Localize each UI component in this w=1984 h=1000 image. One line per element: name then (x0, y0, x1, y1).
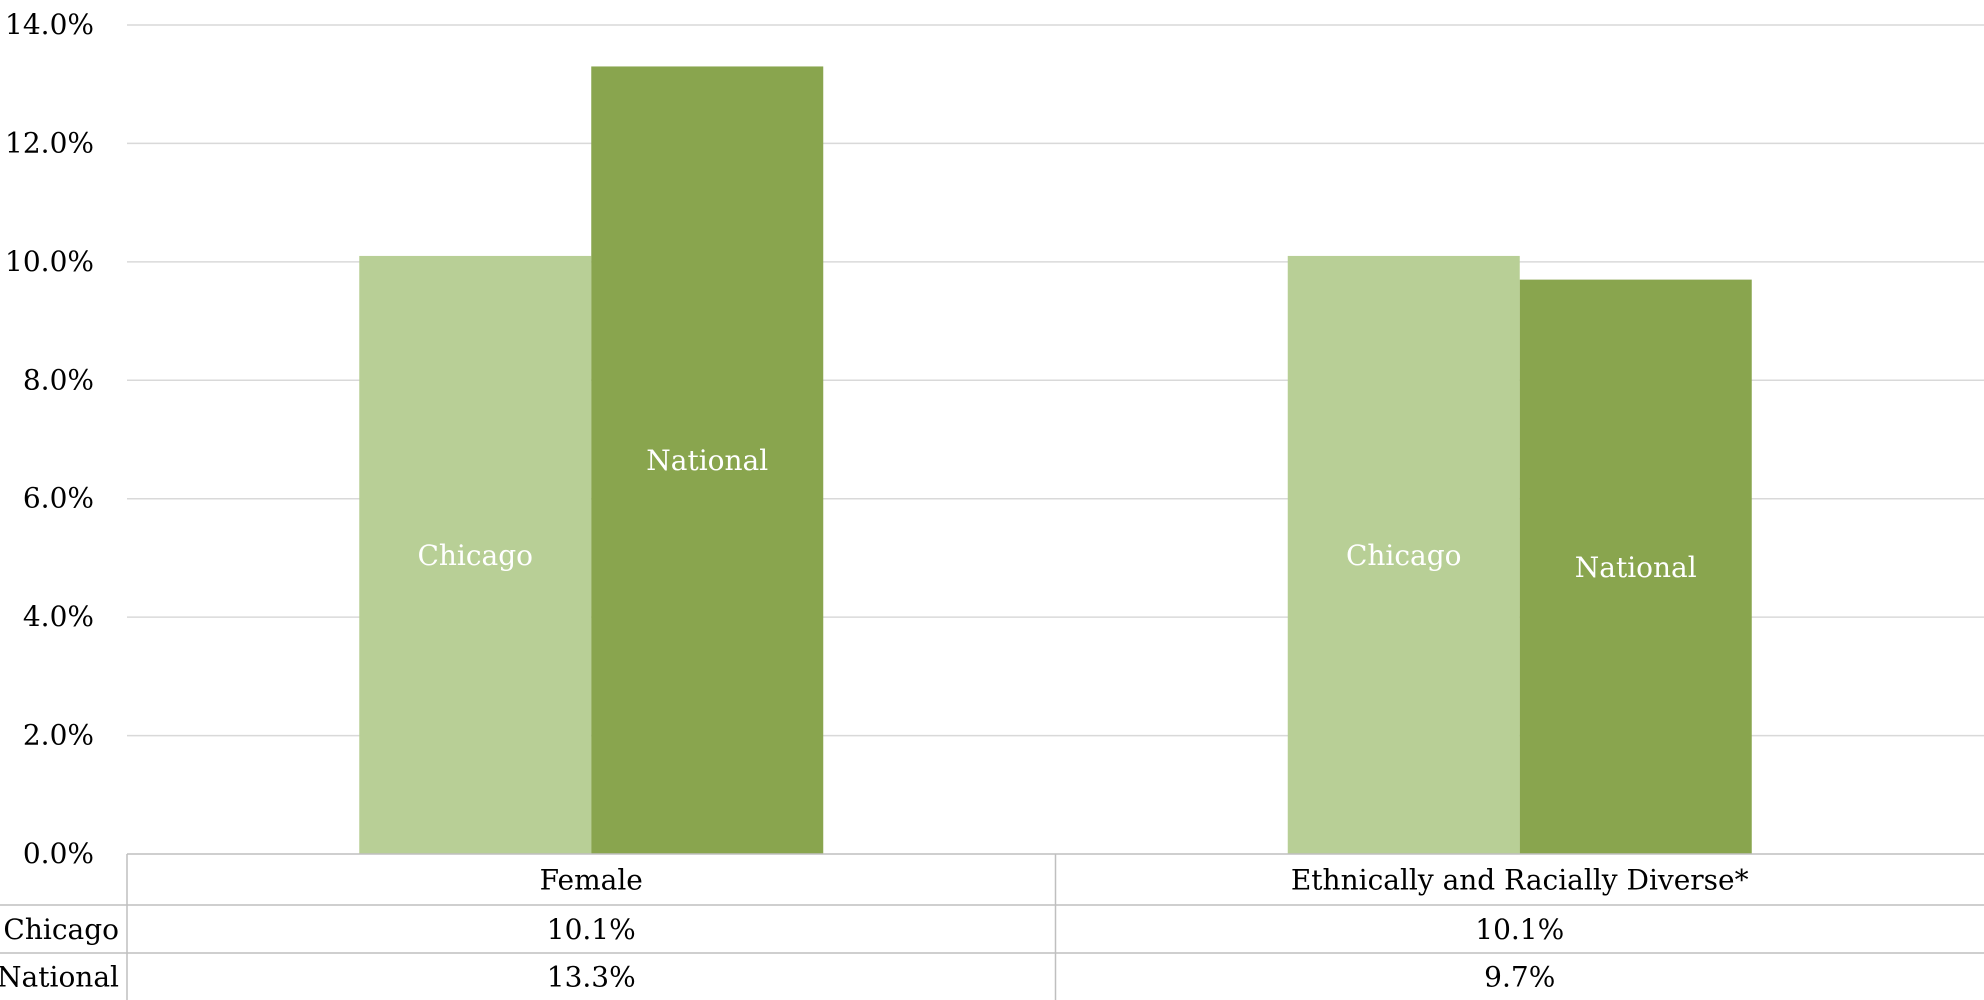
data-table: Female Ethnically and Racially Diverse* Ch… (0, 853, 1984, 1000)
table-cell-value: 10.1% (547, 913, 636, 946)
table-row-label: Chicago (3, 913, 119, 946)
table-cell-value: 10.1% (1475, 913, 1564, 946)
y-tick-label: 6.0% (23, 482, 94, 515)
bar-series-label: National (646, 444, 768, 477)
y-tick-label: 12.0% (5, 126, 94, 159)
bar-chicago-1 (1287, 255, 1520, 854)
bar-chicago-0 (359, 255, 592, 854)
bar-national-1 (1519, 279, 1752, 854)
table-row-label: National (0, 961, 119, 994)
bars: Chicago National Chicago National (359, 66, 1752, 854)
y-axis-tick-labels: 0.0% 2.0% 4.0% 6.0% 8.0% 10.0% 12.0% 14.0% (5, 8, 94, 870)
bar-series-label: National (1575, 551, 1697, 584)
table-cell-value: 13.3% (547, 961, 636, 994)
y-tick-label: 8.0% (23, 363, 94, 396)
bar-series-label: Chicago (1346, 539, 1462, 572)
bar-series-label: Chicago (417, 539, 533, 572)
y-tick-label: 10.0% (5, 245, 94, 278)
y-tick-label: 4.0% (23, 600, 94, 633)
x-category-label: Female (540, 864, 643, 897)
y-tick-label: 14.0% (5, 8, 94, 41)
bar-national-0 (591, 66, 824, 854)
x-category-label: Ethnically and Racially Diverse* (1291, 864, 1749, 897)
y-tick-label: 0.0% (23, 837, 94, 870)
y-tick-label: 2.0% (23, 719, 94, 752)
table-cell-value: 9.7% (1484, 961, 1555, 994)
